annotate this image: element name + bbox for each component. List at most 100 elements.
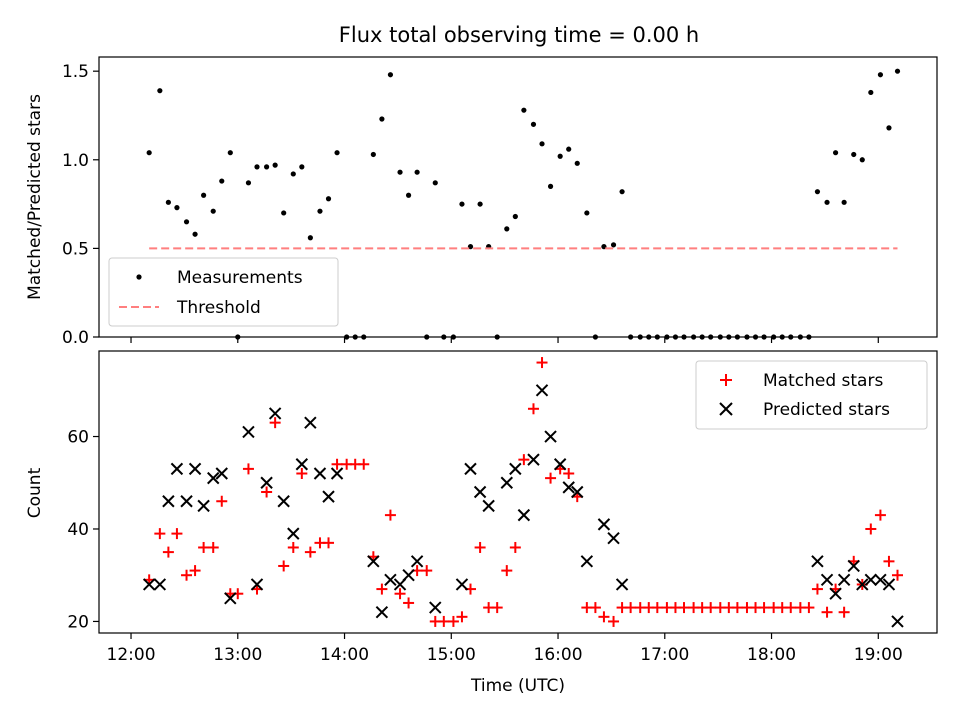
predicted-star-point: [517, 508, 531, 522]
measurement-point: [504, 226, 510, 232]
measurement-point: [299, 164, 305, 170]
top-y-tick-label: 0.5: [62, 239, 89, 259]
top-axis-ticks: 0.0 0.5 1.0 1.5: [62, 62, 879, 348]
matched-star-point: [154, 528, 166, 540]
predicted-star-point: [313, 467, 327, 480]
predicted-star-point: [375, 605, 389, 619]
predicted-star-point: [882, 578, 896, 591]
predicted-star-point: [829, 587, 842, 600]
matched-star-point: [892, 569, 904, 581]
measurement-point: [201, 192, 207, 198]
matched-star-point: [821, 606, 833, 618]
matched-star-point: [563, 468, 575, 480]
predicted-star-point: [215, 467, 228, 480]
measurement-point: [290, 171, 296, 177]
matched-star-point: [181, 569, 193, 581]
top-legend: Measurements Threshold: [108, 257, 339, 327]
measurement-point: [619, 189, 625, 195]
measurement-point: [264, 164, 270, 170]
measurement-point: [272, 162, 278, 168]
matched-star-point: [261, 486, 273, 498]
measurement-point: [574, 160, 580, 166]
measurement-point: [192, 231, 198, 237]
measurement-point: [566, 146, 572, 152]
legend-measurements-marker: [136, 274, 142, 280]
predicted-star-point: [250, 578, 264, 591]
predicted-star-point: [820, 573, 834, 587]
predicted-star-point: [856, 578, 869, 591]
measurement-point: [307, 235, 313, 241]
predicted-star-point: [224, 592, 237, 605]
matched-star-point: [447, 615, 459, 627]
top-y-tick-label: 0.0: [62, 328, 89, 348]
measurement-point: [157, 88, 163, 94]
matched-star-point: [171, 528, 183, 540]
predicted-star-point: [330, 467, 344, 480]
matched-star-point: [384, 509, 396, 521]
matched-star-point: [296, 468, 308, 480]
predicted-star-point: [473, 485, 487, 499]
predicted-star-point: [482, 499, 495, 513]
measurement-point: [814, 189, 821, 195]
bottom-x-tick-label: 17:00: [640, 645, 689, 665]
measurement-point: [530, 121, 537, 127]
measurement-point: [432, 180, 438, 186]
matched-star-point: [438, 615, 450, 627]
bottom-legend: Matched stars Predicted stars: [695, 360, 928, 430]
bottom-plot-marks: [142, 357, 904, 628]
predicted-star-point: [864, 573, 878, 587]
matched-star-point: [162, 546, 174, 558]
measurement-point: [547, 183, 554, 189]
predicted-star-point: [597, 518, 611, 531]
measurement-point: [851, 151, 857, 158]
predicted-star-point: [188, 462, 202, 476]
matched-star-point: [785, 602, 797, 614]
predicted-star-point: [295, 458, 309, 471]
measurement-point: [245, 180, 252, 186]
bottom-x-tick-label: 14:00: [320, 645, 369, 665]
matched-star-point: [474, 541, 486, 553]
matched-star-point: [527, 403, 539, 415]
measurement-point: [183, 219, 190, 225]
matched-star-point: [242, 463, 254, 475]
predicted-star-point: [571, 485, 584, 499]
matched-star-point: [198, 541, 210, 553]
matched-star-point: [838, 606, 850, 618]
top-legend-box: [108, 257, 339, 327]
matched-star-point: [883, 555, 895, 567]
measurement-point: [414, 169, 420, 175]
predicted-star-point: [180, 495, 193, 508]
bottom-axis-ticks: 20 40 60 12:00 13:00 14:00 15:00 16:00 17:00 18:0…: [67, 428, 902, 665]
predicted-star-point: [277, 495, 290, 508]
predicted-star-point: [509, 462, 522, 476]
matched-star-point: [216, 495, 228, 507]
bottom-x-tick-label: 16:00: [534, 645, 583, 665]
bottom-legend-box: [695, 360, 928, 430]
matched-star-point: [705, 602, 717, 614]
predicted-star-point: [527, 453, 540, 466]
measurement-point: [512, 213, 518, 220]
legend-matched-marker: [720, 374, 732, 386]
predicted-star-point: [607, 532, 620, 545]
predicted-star-point: [207, 471, 220, 485]
measurement-point: [894, 68, 901, 74]
measurement-point: [832, 150, 839, 156]
matched-star-point: [545, 472, 557, 484]
predicted-star-point: [367, 555, 380, 568]
measurement-point: [610, 242, 617, 248]
measurement-point: [219, 178, 225, 184]
x-axis-label: Time (UTC): [470, 676, 565, 696]
predicted-star-point: [142, 578, 156, 591]
measurement-point: [877, 72, 884, 78]
measurement-point: [868, 89, 874, 96]
matched-star-point: [509, 541, 521, 553]
predicted-star-point: [410, 555, 424, 568]
matched-star-point: [758, 602, 770, 614]
bottom-x-tick-label: 15:00: [427, 645, 476, 665]
matched-star-point: [865, 523, 877, 535]
measurement-point: [557, 153, 563, 159]
bottom-x-tick-label: 18:00: [747, 645, 796, 665]
measurement-point: [841, 199, 847, 205]
matched-star-point: [331, 458, 343, 470]
